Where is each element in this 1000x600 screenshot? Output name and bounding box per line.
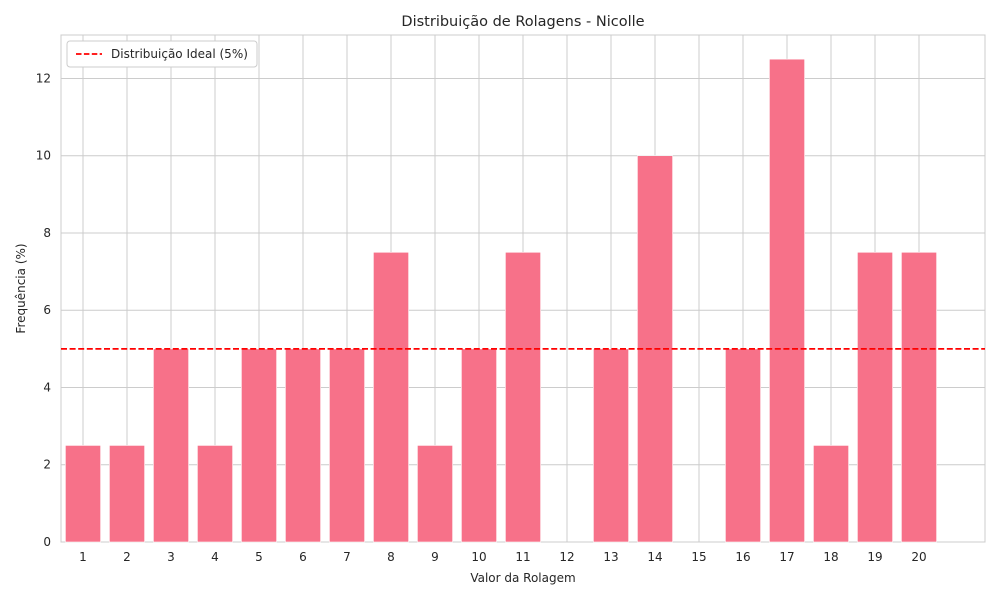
x-tick-label: 5 <box>255 550 263 564</box>
y-tick-label: 2 <box>43 458 51 472</box>
x-tick-label: 2 <box>123 550 131 564</box>
x-tick-label: 20 <box>911 550 926 564</box>
bar-16 <box>725 348 761 543</box>
bar-13 <box>593 348 629 543</box>
x-tick-label: 9 <box>431 550 439 564</box>
x-tick-label: 18 <box>823 550 838 564</box>
bar-10 <box>461 348 497 543</box>
bar-1 <box>65 445 101 543</box>
y-axis-title: Frequência (%) <box>14 243 28 333</box>
bar-7 <box>329 348 365 543</box>
x-tick-label: 13 <box>603 550 618 564</box>
bar-17 <box>769 58 805 543</box>
x-tick-label: 16 <box>735 550 750 564</box>
x-tick-label: 11 <box>515 550 530 564</box>
bar-3 <box>153 348 189 543</box>
x-tick-label: 14 <box>647 550 662 564</box>
legend: Distribuição Ideal (5%) <box>66 40 258 68</box>
chart-title: Distribuição de Rolagens - Nicolle <box>401 14 644 30</box>
legend-box <box>66 40 258 68</box>
y-tick-label: 10 <box>36 149 51 163</box>
x-axis-title: Valor da Rolagem <box>470 571 575 585</box>
bar-4 <box>197 445 233 543</box>
legend-entry-label: Distribuição Ideal (5%) <box>111 47 248 61</box>
bar-18 <box>813 445 849 543</box>
bar-5 <box>241 348 277 543</box>
bar-19 <box>857 251 893 543</box>
bar-11 <box>505 251 541 543</box>
y-tick-label: 12 <box>36 71 51 85</box>
x-tick-label: 17 <box>779 550 794 564</box>
x-tick-label: 12 <box>559 550 574 564</box>
x-tick-labels: 1 2 3 4 5 6 7 8 9 10 11 12 13 14 15 16 17 18 19 20 <box>79 550 926 564</box>
x-tick-label: 10 <box>471 550 486 564</box>
bars-group <box>65 58 937 543</box>
x-tick-label: 6 <box>299 550 307 564</box>
y-tick-labels: 0 2 4 6 8 10 12 <box>36 71 51 549</box>
x-tick-label: 15 <box>691 550 706 564</box>
x-tick-label: 3 <box>167 550 175 564</box>
y-tick-label: 6 <box>43 303 51 317</box>
x-tick-label: 1 <box>79 550 87 564</box>
x-tick-label: 19 <box>867 550 882 564</box>
bar-8 <box>373 251 409 543</box>
y-tick-label: 8 <box>43 226 51 240</box>
x-tick-label: 7 <box>343 550 351 564</box>
bar-9 <box>417 445 453 543</box>
x-tick-label: 4 <box>211 550 219 564</box>
x-tick-label: 8 <box>387 550 395 564</box>
y-tick-label: 0 <box>43 535 51 549</box>
bar-6 <box>285 348 321 543</box>
y-tick-label: 4 <box>43 380 51 394</box>
bar-20 <box>901 251 937 543</box>
bar-2 <box>109 445 145 543</box>
